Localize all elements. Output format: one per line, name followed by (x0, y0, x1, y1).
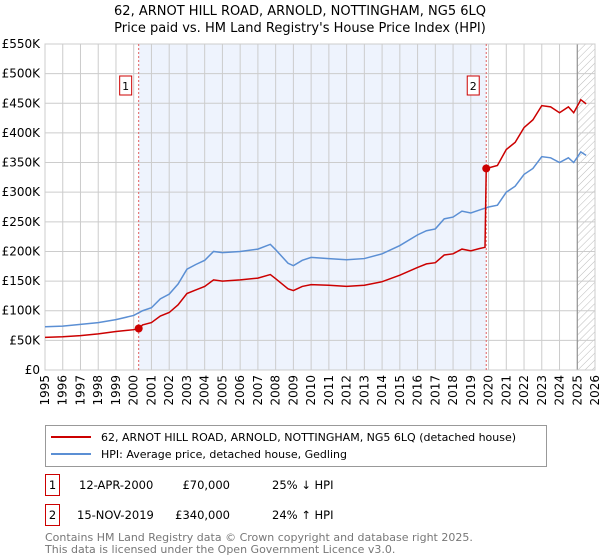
x-tick-label: 2024 (553, 375, 567, 406)
y-tick-label: £150K (2, 274, 42, 288)
y-tick-label: £250K (2, 215, 42, 229)
x-tick-label: 2000 (127, 375, 141, 406)
x-tick-label: 2023 (535, 375, 549, 406)
series-line (44, 150, 587, 328)
legend-label: 62, ARNOT HILL ROAD, ARNOLD, NOTTINGHAM,… (101, 430, 517, 444)
legend-swatch-blue (51, 453, 91, 455)
y-tick-label: £0 (25, 363, 40, 377)
x-tick-label: 1995 (38, 375, 52, 406)
x-tick-label: 2001 (144, 375, 158, 406)
x-tick-label: 2017 (428, 375, 442, 406)
transaction-date: 15-NOV-2019 (77, 508, 154, 522)
x-tick-label: 2005 (215, 375, 229, 406)
sale-point (482, 164, 491, 173)
legend-label: HPI: Average price, detached house, Gedl… (101, 447, 347, 461)
y-tick-label: £450K (2, 96, 42, 110)
x-tick-label: 2009 (286, 375, 300, 406)
marker-badge: 1 (45, 474, 60, 496)
x-tick-label: 2004 (198, 375, 212, 406)
x-tick-label: 2014 (375, 375, 389, 406)
x-tick-label: 2006 (233, 375, 247, 406)
x-tick-label: 2016 (411, 375, 425, 406)
x-tick-label: 2010 (304, 375, 318, 406)
legend-item-property: 62, ARNOT HILL ROAD, ARNOLD, NOTTINGHAM,… (51, 429, 516, 445)
chart-title: 62, ARNOT HILL ROAD, ARNOLD, NOTTINGHAM,… (114, 4, 486, 19)
x-tick-label: 2007 (251, 375, 265, 406)
footer-licence: This data is licensed under the Open Gov… (45, 543, 396, 556)
sale-marker-box (119, 75, 133, 96)
x-tick-label: 2003 (180, 375, 194, 406)
sale-marker-box (466, 75, 480, 96)
sale-marker-label: 1 (122, 80, 129, 93)
x-tick-label: 2002 (162, 375, 176, 406)
x-tick-label: 2021 (499, 375, 513, 406)
legend: 62, ARNOT HILL ROAD, ARNOLD, NOTTINGHAM,… (45, 425, 547, 467)
hatched-forecast-region (577, 44, 595, 370)
y-tick-label: £350K (2, 156, 42, 170)
marker-badge: 2 (45, 504, 60, 526)
x-tick-label: 2025 (570, 375, 584, 406)
x-tick-label: 2022 (517, 375, 531, 406)
transaction-price: £70,000 (182, 478, 230, 492)
x-tick-label: 1997 (73, 375, 87, 406)
x-tick-label: 2020 (482, 375, 496, 406)
y-tick-label: £550K (2, 37, 42, 51)
transaction-hpi: 24% ↑ HPI (272, 508, 334, 522)
chart-subtitle: Price paid vs. HM Land Registry's House … (114, 21, 486, 36)
y-tick-label: £400K (2, 126, 42, 140)
x-tick-label: 1998 (91, 375, 105, 406)
x-tick-label: 2012 (340, 375, 354, 406)
legend-item-hpi: HPI: Average price, detached house, Gedl… (51, 446, 347, 462)
y-tick-label: £300K (2, 185, 42, 199)
price-chart: 1995 1996 1997 1998 1999 2000 2001 2002 2003 2004… (2, 37, 600, 406)
transaction-date: 12-APR-2000 (79, 478, 154, 492)
y-tick-label: £200K (2, 244, 42, 258)
transaction-hpi: 25% ↓ HPI (272, 478, 334, 492)
x-tick-label: 2011 (322, 375, 336, 406)
x-tick-label: 1996 (56, 375, 70, 406)
x-tick-label: 2013 (357, 375, 371, 406)
x-tick-label: 2008 (269, 375, 283, 406)
x-tick-label: 1999 (109, 375, 123, 406)
x-tick-label: 2026 (588, 375, 600, 406)
plot-frame (44, 43, 596, 371)
shaded-ownership-region (138, 44, 487, 370)
transaction-row: 1 12-APR-2000 £70,000 25% ↓ HPI (45, 474, 545, 498)
transaction-row: 2 15-NOV-2019 £340,000 24% ↑ HPI (45, 504, 545, 528)
series-line (44, 98, 587, 339)
x-tick-label: 2015 (393, 375, 407, 406)
x-tick-label: 2019 (464, 375, 478, 406)
y-tick-label: £500K (2, 67, 42, 81)
legend-swatch-red (51, 436, 91, 438)
sale-point (134, 324, 143, 333)
sale-marker-label: 2 (470, 80, 477, 93)
y-tick-label: £100K (2, 304, 42, 318)
transaction-price: £340,000 (175, 508, 230, 522)
footer-copyright: Contains HM Land Registry data © Crown c… (45, 531, 473, 544)
y-tick-label: £50K (9, 333, 41, 347)
x-tick-label: 2018 (446, 375, 460, 406)
